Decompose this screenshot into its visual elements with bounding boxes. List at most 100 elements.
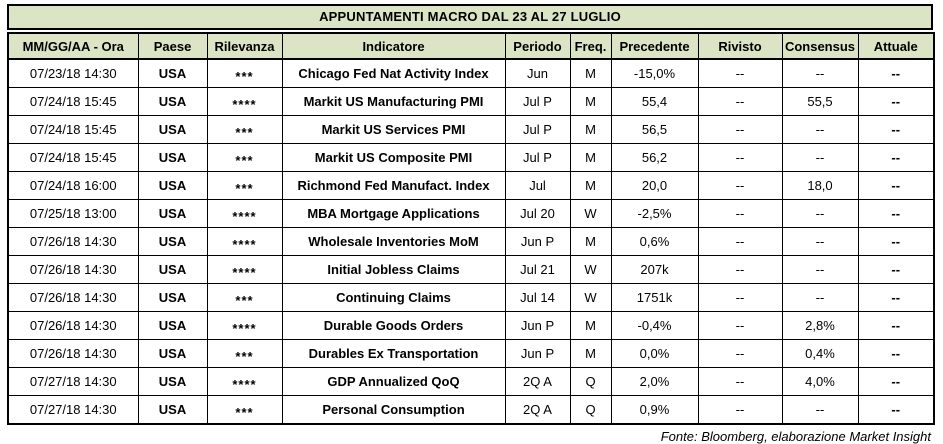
cell-relevance: ****: [206, 199, 283, 228]
cell-relevance: ***: [206, 58, 283, 88]
source-note: Fonte: Bloomberg, elaborazione Market In…: [660, 429, 931, 444]
cell-period: 2Q A: [504, 395, 571, 425]
cell-previous: 0,0%: [610, 339, 699, 368]
table-title: APPUNTAMENTI MACRO DAL 23 AL 27 LUGLIO: [7, 4, 933, 30]
cell-freq: M: [569, 58, 612, 88]
cell-consensus: --: [781, 255, 859, 284]
cell-revised: --: [697, 283, 783, 312]
cell-indicator: Markit US Manufacturing PMI: [281, 87, 506, 116]
table-row: 07/26/18 14:30 USA *** Durables Ex Transpor…: [7, 339, 935, 368]
cell-country: USA: [137, 143, 208, 172]
col-header-actual: Attuale: [857, 32, 935, 60]
cell-country: USA: [137, 199, 208, 228]
cell-revised: --: [697, 339, 783, 368]
cell-datetime: 07/25/18 13:00: [7, 199, 139, 228]
col-header-revised: Rivisto: [697, 32, 783, 60]
relevance-stars-icon: ****: [232, 236, 257, 252]
cell-previous: 55,4: [610, 87, 699, 116]
cell-actual: --: [857, 171, 935, 200]
cell-period: Jul 20: [504, 199, 571, 228]
cell-revised: --: [697, 115, 783, 144]
cell-country: USA: [137, 255, 208, 284]
relevance-stars-icon: ***: [235, 152, 254, 168]
cell-revised: --: [697, 367, 783, 396]
cell-indicator: Richmond Fed Manufact. Index: [281, 171, 506, 200]
cell-relevance: ****: [206, 87, 283, 116]
cell-country: USA: [137, 171, 208, 200]
cell-actual: --: [857, 395, 935, 425]
cell-freq: Q: [569, 367, 612, 396]
table-row: 07/26/18 14:30 USA **** Initial Jobless Cla…: [7, 255, 935, 284]
cell-freq: M: [569, 143, 612, 172]
table-body: 07/23/18 14:30 USA *** Chicago Fed Nat Acti…: [7, 58, 935, 425]
cell-indicator: Durables Ex Transportation: [281, 339, 506, 368]
relevance-stars-icon: ***: [235, 68, 254, 84]
cell-datetime: 07/26/18 14:30: [7, 227, 139, 256]
cell-freq: W: [569, 283, 612, 312]
cell-indicator: Continuing Claims: [281, 283, 506, 312]
cell-period: Jun P: [504, 311, 571, 340]
cell-actual: --: [857, 367, 935, 396]
cell-actual: --: [857, 199, 935, 228]
cell-actual: --: [857, 311, 935, 340]
cell-previous: 20,0: [610, 171, 699, 200]
table-row: 07/24/18 15:45 USA **** Markit US Manufactu…: [7, 87, 935, 116]
cell-consensus: --: [781, 395, 859, 425]
table-row: 07/27/18 14:30 USA *** Personal Consumption…: [7, 395, 935, 425]
cell-relevance: ****: [206, 367, 283, 396]
cell-indicator: Durable Goods Orders: [281, 311, 506, 340]
cell-period: Jul P: [504, 143, 571, 172]
cell-previous: 56,5: [610, 115, 699, 144]
cell-freq: M: [569, 227, 612, 256]
table-row: 07/23/18 14:30 USA *** Chicago Fed Nat Acti…: [7, 58, 935, 88]
cell-indicator: Chicago Fed Nat Activity Index: [281, 58, 506, 88]
cell-relevance: ***: [206, 283, 283, 312]
cell-indicator: Markit US Services PMI: [281, 115, 506, 144]
cell-actual: --: [857, 339, 935, 368]
table-row: 07/26/18 14:30 USA *** Continuing Claims Jul…: [7, 283, 935, 312]
cell-actual: --: [857, 115, 935, 144]
cell-period: Jun P: [504, 227, 571, 256]
cell-freq: M: [569, 115, 612, 144]
cell-freq: M: [569, 311, 612, 340]
cell-datetime: 07/24/18 15:45: [7, 115, 139, 144]
col-header-relevance: Rilevanza: [206, 32, 283, 60]
cell-datetime: 07/24/18 15:45: [7, 143, 139, 172]
relevance-stars-icon: ****: [232, 264, 257, 280]
cell-period: Jun: [504, 58, 571, 88]
cell-country: USA: [137, 283, 208, 312]
cell-previous: 0,9%: [610, 395, 699, 425]
table-row: 07/24/18 15:45 USA *** Markit US Services P…: [7, 115, 935, 144]
cell-country: USA: [137, 311, 208, 340]
cell-previous: -0,4%: [610, 311, 699, 340]
cell-revised: --: [697, 255, 783, 284]
table-row: 07/27/18 14:30 USA **** GDP Annualized QoQ 2…: [7, 367, 935, 396]
cell-datetime: 07/26/18 14:30: [7, 255, 139, 284]
cell-period: Jul P: [504, 115, 571, 144]
cell-revised: --: [697, 199, 783, 228]
col-header-freq: Freq.: [569, 32, 612, 60]
col-header-datetime: MM/GG/AA - Ora: [7, 32, 139, 60]
cell-previous: 2,0%: [610, 367, 699, 396]
relevance-stars-icon: ***: [235, 124, 254, 140]
cell-actual: --: [857, 227, 935, 256]
cell-relevance: ***: [206, 143, 283, 172]
table-row: 07/25/18 13:00 USA **** MBA Mortgage Applic…: [7, 199, 935, 228]
table-row: 07/24/18 16:00 USA *** Richmond Fed Manufac…: [7, 171, 935, 200]
cell-datetime: 07/26/18 14:30: [7, 339, 139, 368]
cell-country: USA: [137, 87, 208, 116]
cell-datetime: 07/23/18 14:30: [7, 58, 139, 88]
cell-consensus: --: [781, 58, 859, 88]
cell-indicator: Wholesale Inventories MoM: [281, 227, 506, 256]
cell-freq: Q: [569, 395, 612, 425]
cell-datetime: 07/27/18 14:30: [7, 395, 139, 425]
cell-previous: 0,6%: [610, 227, 699, 256]
cell-revised: --: [697, 143, 783, 172]
table-row: 07/26/18 14:30 USA **** Wholesale Inventori…: [7, 227, 935, 256]
cell-consensus: 18,0: [781, 171, 859, 200]
col-header-period: Periodo: [504, 32, 571, 60]
cell-datetime: 07/26/18 14:30: [7, 311, 139, 340]
relevance-stars-icon: ****: [232, 376, 257, 392]
cell-period: Jul P: [504, 87, 571, 116]
